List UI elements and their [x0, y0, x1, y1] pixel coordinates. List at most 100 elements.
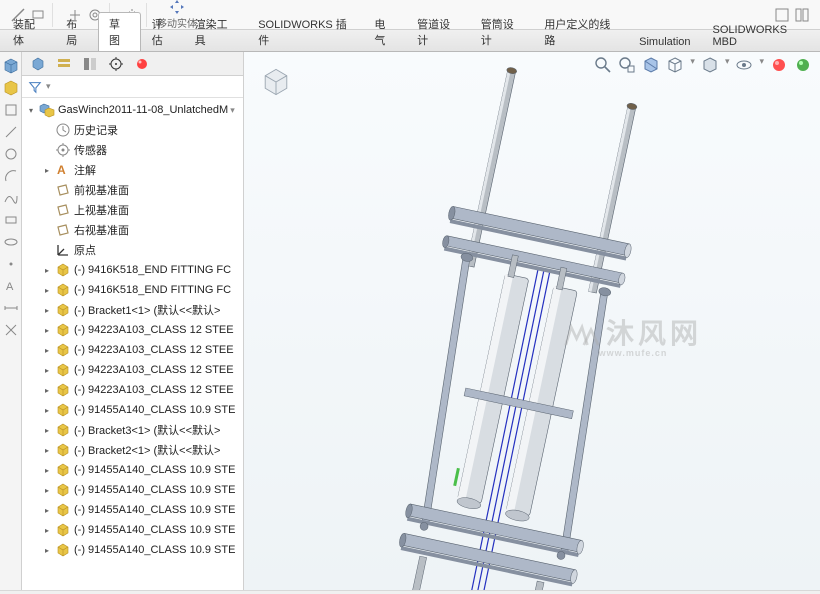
tab-SOLIDWORKS MBD[interactable]: SOLIDWORKS MBD — [702, 20, 820, 51]
tree-item-label: 历史记录 — [74, 122, 118, 138]
tab-渲染工具[interactable]: 渲染工具 — [184, 12, 248, 51]
tab-管道设计[interactable]: 管道设计 — [406, 12, 470, 51]
tree-item-label: (-) 91455A140_CLASS 10.9 STE — [74, 524, 235, 536]
tree-arrow-icon[interactable]: ▸ — [42, 305, 52, 315]
tree-arrow-icon[interactable]: ▸ — [42, 525, 52, 535]
tree-item[interactable]: ▸(-) 94223A103_CLASS 12 STEE — [22, 380, 243, 400]
strip-assembly-icon[interactable] — [3, 58, 19, 74]
hide-show-icon[interactable] — [735, 56, 753, 74]
tab-Simulation[interactable]: Simulation — [628, 32, 701, 51]
tab-管筒设计[interactable]: 管筒设计 — [470, 12, 534, 51]
tree-item[interactable]: ▸ (-) 91455A140_CLASS 10.9 STE — [22, 500, 243, 520]
tree-item[interactable]: 前视基准面 — [22, 180, 243, 200]
tree-item[interactable]: 原点 — [22, 240, 243, 260]
strip-circle-icon[interactable] — [3, 146, 19, 162]
section-icon[interactable] — [642, 56, 660, 74]
panel-tab-config[interactable] — [78, 54, 102, 74]
tree-arrow-icon[interactable]: ▾ — [26, 105, 36, 115]
tree-arrow-icon[interactable]: ▸ — [42, 425, 52, 435]
strip-ellipse-icon[interactable] — [3, 234, 19, 250]
strip-rect-icon[interactable] — [3, 212, 19, 228]
tab-用户定义的线路[interactable]: 用户定义的线路 — [533, 12, 628, 51]
strip-text-icon[interactable]: A — [3, 278, 19, 294]
tree-item-label: 注解 — [74, 162, 96, 178]
plane-icon — [55, 182, 71, 198]
tree-arrow-icon[interactable]: ▸ — [42, 465, 52, 475]
tree-item[interactable]: ▸(-) 91455A140_CLASS 10.9 STE — [22, 460, 243, 480]
part-icon — [55, 362, 71, 378]
tab-评估[interactable]: 评估 — [141, 12, 184, 51]
tab-装配体[interactable]: 装配体 — [2, 12, 55, 51]
svg-text:A: A — [6, 281, 14, 293]
panel-filter-row: ▾ — [22, 76, 243, 98]
view-orient-icon[interactable] — [666, 56, 684, 74]
tree-item[interactable]: ▸(-) 91455A140_CLASS 10.9 STE — [22, 480, 243, 500]
zoom-fit-icon[interactable] — [618, 56, 636, 74]
tree-arrow-icon[interactable]: ▸ — [42, 345, 52, 355]
tree-item[interactable]: ▸(-) Bracket2<1> (默认<<默认> — [22, 440, 243, 460]
part-icon — [55, 382, 71, 398]
tree-arrow-icon[interactable]: ▸ — [42, 365, 52, 375]
tree-item[interactable]: ▸ (-) 9416K518_END FITTING FC — [22, 280, 243, 300]
tree-item[interactable]: ▸ (-) 91455A140_CLASS 10.9 STE — [22, 520, 243, 540]
strip-point-icon[interactable] — [3, 256, 19, 272]
model-viewport[interactable]: ▾ ▾ ▾ — [244, 52, 820, 590]
part-icon — [55, 522, 71, 538]
tree-item[interactable]: ▸(-) Bracket3<1> (默认<<默认> — [22, 420, 243, 440]
tree-arrow-icon[interactable]: ▸ — [42, 445, 52, 455]
tree-item[interactable]: 历史记录 — [22, 120, 243, 140]
strip-part-icon[interactable] — [3, 80, 19, 96]
filter-icon[interactable] — [28, 80, 42, 94]
tree-item[interactable]: ▸(-) 9416K518_END FITTING FC — [22, 260, 243, 280]
strip-trim-icon[interactable] — [3, 322, 19, 338]
part-icon — [55, 542, 71, 558]
tree-item[interactable]: ▸(-) 94223A103_CLASS 12 STEE — [22, 320, 243, 340]
strip-dim-icon[interactable] — [3, 300, 19, 316]
feature-tree: ▾ GasWinch2011-11-08_UnlatchedM ▾ 历史记录传感… — [22, 98, 243, 590]
tree-item[interactable]: ▸(-) 94223A103_CLASS 12 STEE — [22, 340, 243, 360]
view-toolbar: ▾ ▾ ▾ — [594, 56, 812, 74]
tab-电气[interactable]: 电气 — [363, 12, 406, 51]
origin-icon — [55, 242, 71, 258]
strip-spline-icon[interactable] — [3, 190, 19, 206]
tree-root[interactable]: ▾ GasWinch2011-11-08_UnlatchedM ▾ — [22, 100, 243, 120]
tree-arrow-icon[interactable]: ▸ — [42, 325, 52, 335]
panel-tab-display[interactable] — [104, 54, 128, 74]
tree-arrow-icon[interactable]: ▸ — [42, 385, 52, 395]
tree-arrow-icon[interactable]: ▸ — [42, 485, 52, 495]
tab-草图[interactable]: 草图 — [98, 12, 141, 51]
tab-SOLIDWORKS 插件[interactable]: SOLIDWORKS 插件 — [247, 12, 363, 51]
tree-item-label: 原点 — [74, 242, 96, 258]
zoom-icon[interactable] — [594, 56, 612, 74]
tree-item[interactable]: ▸(-) 91455A140_CLASS 10.9 STE — [22, 400, 243, 420]
part-icon — [55, 442, 71, 458]
tree-arrow-icon[interactable]: ▸ — [42, 265, 52, 275]
display-style-icon[interactable] — [701, 56, 719, 74]
tree-arrow-icon[interactable]: ▸ — [42, 165, 52, 175]
tree-arrow-icon[interactable]: ▸ — [42, 545, 52, 555]
tree-item[interactable]: ▸A注解 — [22, 160, 243, 180]
panel-tab-property[interactable] — [52, 54, 76, 74]
strip-sketch-icon[interactable] — [3, 102, 19, 118]
tree-arrow-icon[interactable]: ▸ — [42, 285, 52, 295]
tree-root-chevron[interactable]: ▾ — [230, 105, 235, 116]
tree-item[interactable]: 传感器 — [22, 140, 243, 160]
tree-item-label: (-) 9416K518_END FITTING FC — [74, 284, 231, 296]
orientation-triad-icon[interactable] — [258, 64, 294, 100]
tree-item[interactable]: 右视基准面 — [22, 220, 243, 240]
tree-arrow-icon[interactable]: ▸ — [42, 505, 52, 515]
tree-item-label: (-) 91455A140_CLASS 10.9 STE — [74, 504, 235, 516]
filter-dropdown-icon[interactable]: ▾ — [46, 81, 51, 92]
tree-item[interactable]: 上视基准面 — [22, 200, 243, 220]
appearance-icon[interactable] — [770, 56, 788, 74]
tree-arrow-icon[interactable]: ▸ — [42, 405, 52, 415]
panel-tab-appear[interactable] — [130, 54, 154, 74]
tree-item[interactable]: ▸(-) 94223A103_CLASS 12 STEE — [22, 360, 243, 380]
tab-布局[interactable]: 布局 — [55, 12, 98, 51]
tree-item[interactable]: ▸(-) 91455A140_CLASS 10.9 STE — [22, 540, 243, 560]
scene-icon[interactable] — [794, 56, 812, 74]
tree-item[interactable]: ▸(-) Bracket1<1> (默认<<默认> — [22, 300, 243, 320]
strip-arc-icon[interactable] — [3, 168, 19, 184]
strip-line-icon[interactable] — [3, 124, 19, 140]
panel-tab-tree[interactable] — [26, 54, 50, 74]
